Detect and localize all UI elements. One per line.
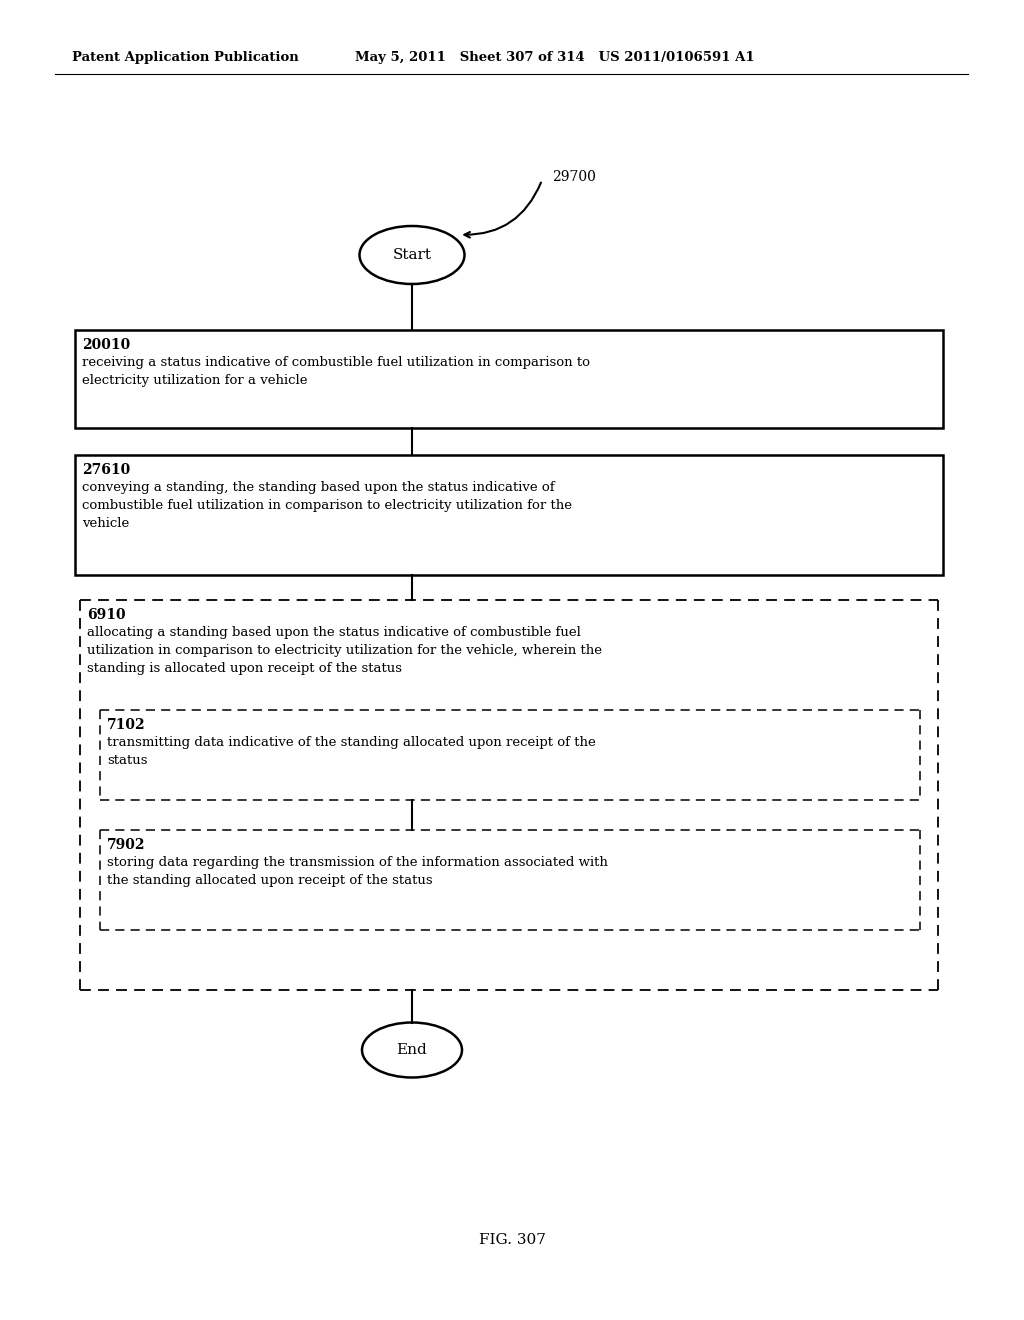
Text: 7102: 7102 <box>106 718 145 733</box>
Bar <box>75 455 943 576</box>
Text: status: status <box>106 754 147 767</box>
Text: vehicle: vehicle <box>82 517 129 531</box>
Text: Patent Application Publication: Patent Application Publication <box>72 51 299 65</box>
Text: 7902: 7902 <box>106 838 145 851</box>
Text: End: End <box>396 1043 427 1057</box>
Text: utilization in comparison to electricity utilization for the vehicle, wherein th: utilization in comparison to electricity… <box>87 644 602 657</box>
Text: May 5, 2011   Sheet 307 of 314   US 2011/0106591 A1: May 5, 2011 Sheet 307 of 314 US 2011/010… <box>355 51 755 65</box>
Text: standing is allocated upon receipt of the status: standing is allocated upon receipt of th… <box>87 663 402 675</box>
Text: storing data regarding the transmission of the information associated with: storing data regarding the transmission … <box>106 855 608 869</box>
Text: Start: Start <box>392 248 431 261</box>
Text: allocating a standing based upon the status indicative of combustible fuel: allocating a standing based upon the sta… <box>87 626 581 639</box>
Text: conveying a standing, the standing based upon the status indicative of: conveying a standing, the standing based… <box>82 480 555 494</box>
Text: receiving a status indicative of combustible fuel utilization in comparison to: receiving a status indicative of combust… <box>82 356 590 370</box>
Text: 29700: 29700 <box>552 170 596 183</box>
Text: electricity utilization for a vehicle: electricity utilization for a vehicle <box>82 374 307 387</box>
Text: the standing allocated upon receipt of the status: the standing allocated upon receipt of t… <box>106 874 432 887</box>
Text: 27610: 27610 <box>82 463 130 477</box>
Text: transmitting data indicative of the standing allocated upon receipt of the: transmitting data indicative of the stan… <box>106 737 596 748</box>
Text: 6910: 6910 <box>87 609 126 622</box>
Text: combustible fuel utilization in comparison to electricity utilization for the: combustible fuel utilization in comparis… <box>82 499 572 512</box>
Text: FIG. 307: FIG. 307 <box>478 1233 546 1247</box>
Text: 20010: 20010 <box>82 338 130 352</box>
Bar <box>75 330 943 428</box>
